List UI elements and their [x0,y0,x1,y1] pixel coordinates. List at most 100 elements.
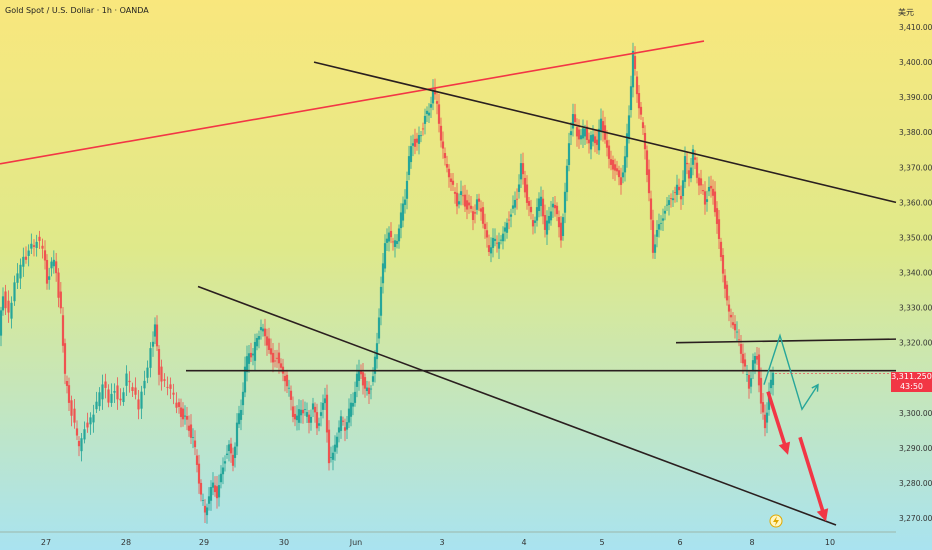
x-tick-label: 8 [749,538,754,547]
candle-body [487,245,491,252]
candle-body [661,218,665,221]
candle-body [321,402,325,410]
candle-body [421,128,425,130]
candle-body [467,202,471,206]
candle-body [703,191,707,205]
candle-body [413,138,417,147]
candle-body [215,486,219,499]
horizontal-level-2[interactable] [675,338,897,344]
lower-descending-trendline[interactable] [197,285,837,526]
down-arrow-1[interactable] [766,391,791,455]
candle-body [423,115,427,124]
candle-body [166,386,169,388]
candle-body [547,215,551,224]
candle-body [59,291,62,309]
candle-body [579,135,583,140]
y-tick-label: 3,340.000 [899,269,932,278]
candle-body [431,89,435,104]
candle-body [319,412,323,416]
candle-body [255,337,259,347]
candle-body [407,156,411,175]
candle-body [469,205,473,209]
candle-body [225,453,229,455]
candle-body [737,339,741,341]
lightning-icon[interactable] [769,514,783,528]
candle-body [283,375,287,382]
candle-body [27,250,30,256]
candle-body [531,220,535,227]
candle-body [769,379,773,389]
candle-body [349,402,353,417]
rising-trendline[interactable] [0,40,705,165]
candle-body [157,349,161,375]
candle-body [269,348,273,355]
candle-body [367,387,371,395]
candle-body [22,256,25,267]
candle-body [607,145,611,159]
candle-body [585,126,589,140]
candle-body [415,138,419,143]
candle-body [673,192,677,193]
candle-body [647,169,651,194]
candle-body [515,198,519,200]
candle-body [519,163,523,180]
candle-body [75,428,79,436]
candle-body [589,135,593,150]
candle-body [151,341,155,347]
candle-body [583,128,587,137]
candle-body [683,156,687,182]
candle-body [605,140,609,148]
candle-body [699,178,703,186]
candle-body [369,388,373,390]
candle-body [627,115,631,140]
candle-body [361,372,365,386]
candle-body [763,414,767,429]
candle-body [343,427,347,431]
candle-body [719,241,723,258]
candle-body [653,244,657,253]
candle-body [657,224,661,230]
candle-body [709,185,713,189]
candle-body [459,191,463,195]
candle-body [61,315,65,346]
candle-body [581,128,585,139]
candle-body [575,127,579,137]
candle-body [497,242,501,249]
candle-body [153,324,157,337]
candle-body [655,229,659,237]
candle-body [191,437,195,438]
x-tick-label: 4 [521,538,526,547]
candle-body [501,233,505,242]
candle-body [663,210,667,214]
candle-body [285,374,289,387]
candle-body [725,284,729,301]
candle-body [275,357,279,359]
candle-body [177,402,181,407]
candle-body [387,232,391,242]
candle-body [185,416,189,420]
candle-body [507,219,511,221]
candle-body [247,353,251,364]
candle-body [623,156,627,173]
candle-body [543,215,547,230]
candle-body [371,376,375,382]
candle-body [273,360,277,362]
candle-body [231,454,235,466]
candle-body [57,272,60,298]
candle-body [279,363,283,368]
candle-body [591,134,595,142]
candle-body [253,341,257,361]
upper-descending-trendline[interactable] [313,61,897,204]
down-arrow-2[interactable] [798,436,829,522]
candle-body [595,139,599,145]
candle-body [771,372,775,386]
candle-body [609,159,613,165]
candle-body [391,241,395,243]
candle-body [217,485,221,498]
candle-body [137,399,140,410]
candle-body [333,444,337,452]
candle-body [539,196,543,207]
overlays-group [0,40,897,526]
projection-path[interactable] [763,333,819,411]
